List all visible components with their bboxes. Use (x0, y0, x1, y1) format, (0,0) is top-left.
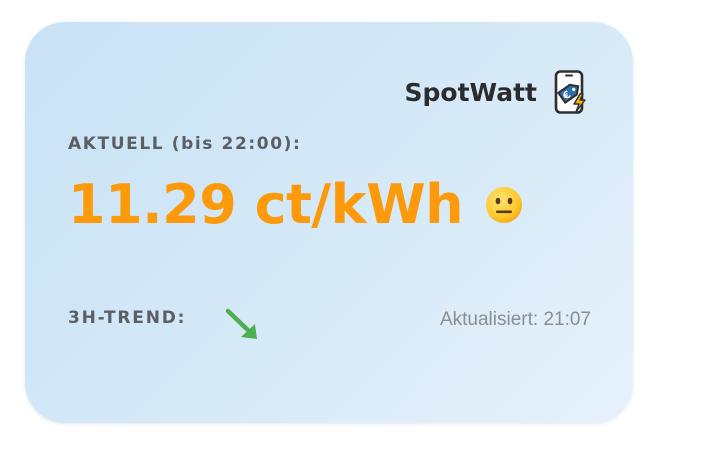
spotwatt-widget[interactable]: SpotWatt € AKTUELL (bis 22:00): 11.29 ct… (25, 22, 633, 423)
neutral-face-icon (486, 187, 523, 223)
trend-label: 3H-TREND: (68, 308, 187, 328)
arrow-down-right-icon (225, 308, 257, 339)
app-name: SpotWatt (404, 77, 537, 107)
current-price: 11.29 ct/kWh (68, 173, 464, 236)
phone-price-tag-icon: € (554, 70, 586, 114)
price-row: 11.29 ct/kWh (68, 178, 523, 232)
last-updated-text: Aktualisiert: 21:07 (439, 309, 591, 330)
current-period-label: AKTUELL (bis 22:00): (68, 134, 302, 154)
brand-header: SpotWatt € (405, 70, 589, 114)
